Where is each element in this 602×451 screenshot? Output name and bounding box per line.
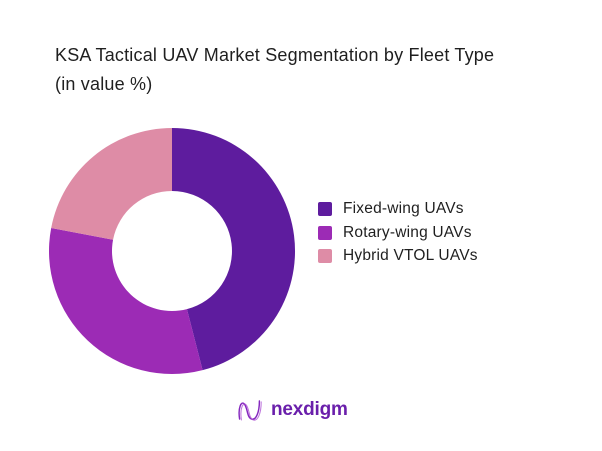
- donut-slice-hybrid-vtol-uavs: [51, 128, 172, 240]
- donut-slice-rotary-wing-uavs: [49, 227, 203, 375]
- chart-title: KSA Tactical UAV Market Segmentation by …: [55, 41, 494, 99]
- legend-label: Fixed-wing UAVs: [343, 200, 464, 217]
- nexdigm-logo: nexdigm: [236, 396, 348, 424]
- nexdigm-wordmark: nexdigm: [271, 399, 348, 420]
- donut-chart: [49, 128, 296, 375]
- legend-label: Hybrid VTOL UAVs: [343, 247, 478, 264]
- legend: Fixed-wing UAVs Rotary-wing UAVs Hybrid …: [318, 200, 478, 273]
- donut-slice-fixed-wing-uavs: [172, 128, 296, 371]
- legend-label: Rotary-wing UAVs: [343, 223, 472, 241]
- legend-item-fixed-wing: Fixed-wing UAVs: [318, 200, 478, 217]
- nexdigm-logo-icon: [238, 400, 262, 421]
- chart-title-line2: (in value %): [55, 74, 153, 94]
- legend-swatch-fixed-wing: [318, 202, 332, 216]
- legend-swatch-rotary-wing: [318, 225, 332, 240]
- legend-item-hybrid-vtol: Hybrid VTOL UAVs: [318, 247, 478, 264]
- legend-item-rotary-wing: Rotary-wing UAVs: [318, 223, 478, 241]
- chart-title-line1: KSA Tactical UAV Market Segmentation by …: [55, 45, 495, 65]
- legend-swatch-hybrid-vtol: [318, 249, 332, 263]
